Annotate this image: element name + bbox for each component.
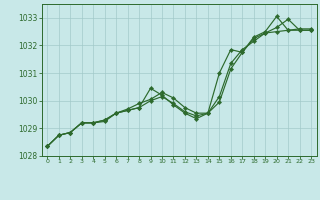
Text: Graphe pression niveau de la mer (hPa): Graphe pression niveau de la mer (hPa) [65,183,255,192]
